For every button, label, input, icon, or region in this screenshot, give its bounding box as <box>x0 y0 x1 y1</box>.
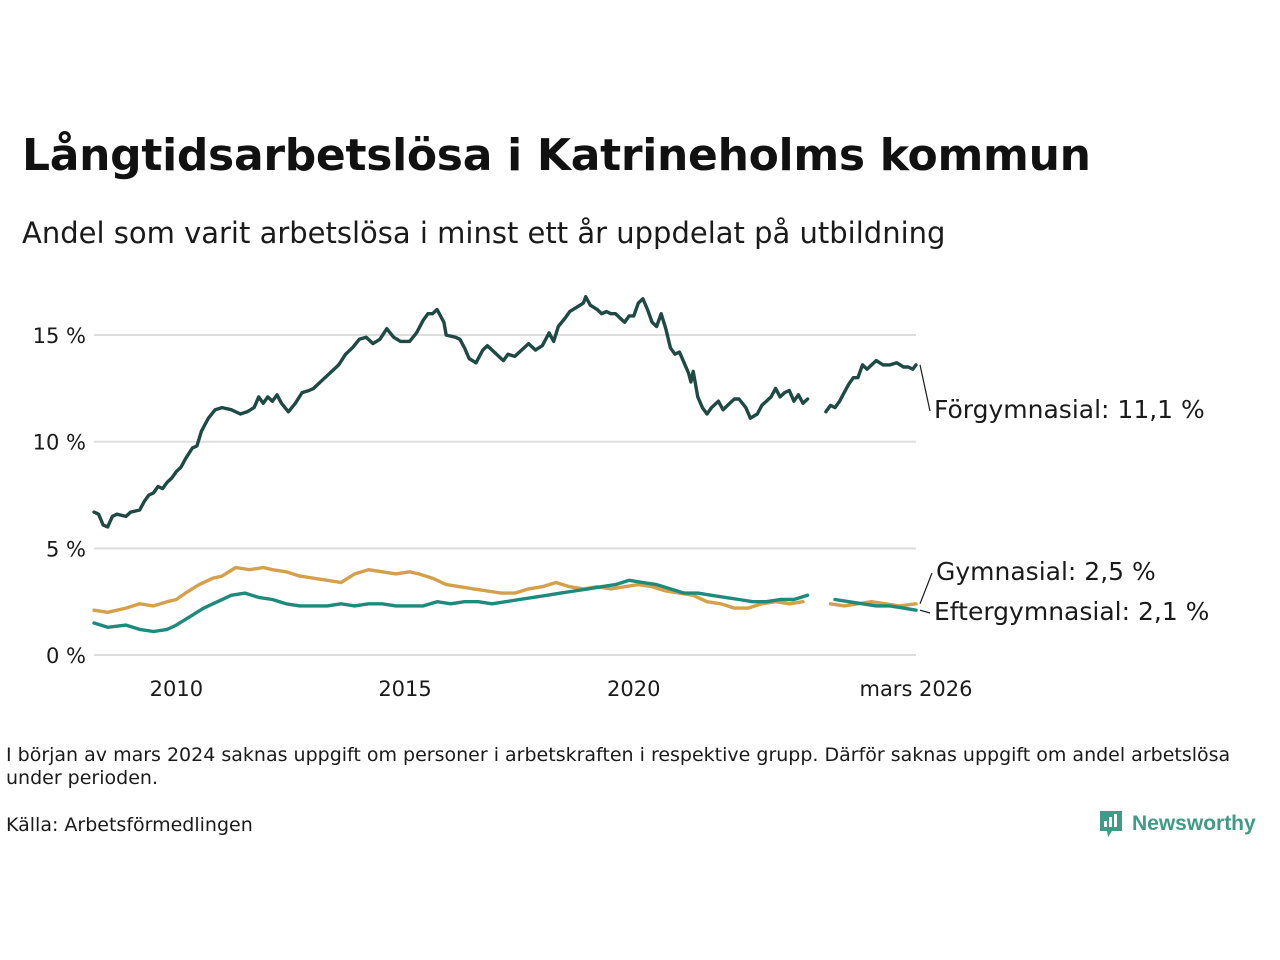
series-label-gymnasial: Gymnasial: 2,5 % <box>936 557 1156 586</box>
series-lines <box>92 295 918 634</box>
series-label-eftergymnasial: Eftergymnasial: 2,1 % <box>934 597 1209 626</box>
label-leader-line <box>919 364 931 412</box>
line-chart: 0 % 5 % 10 % 15 % 2010 2015 2020 mars 2026 Förg… <box>33 295 1209 701</box>
x-tick-label: mars 2026 <box>859 677 972 701</box>
y-tick-label: 5 % <box>46 537 86 561</box>
series-line-förgymnasial <box>824 358 918 414</box>
label-leader-line <box>919 572 933 605</box>
x-tick-label: 2015 <box>378 677 431 701</box>
source-text: Källa: Arbetsförmedlingen <box>6 814 253 836</box>
series-labels: Förgymnasial: 11,1 % Gymnasial: 2,5 % Efte… <box>919 364 1209 626</box>
x-tick-label: 2020 <box>607 677 660 701</box>
y-tick-label: 10 % <box>33 431 86 455</box>
bar-chart-icon <box>1100 811 1122 837</box>
series-line-förgymnasial <box>92 295 810 529</box>
gridlines <box>94 334 916 656</box>
brand-name: Newsworthy <box>1132 812 1256 835</box>
footnote: I början av mars 2024 saknas uppgift om … <box>6 744 1231 789</box>
x-tick-label: 2010 <box>150 677 203 701</box>
chart-subtitle: Andel som varit arbetslösa i minst ett å… <box>22 216 946 250</box>
chart-title: Långtidsarbetslösa i Katrineholms kommun <box>22 130 1091 181</box>
series-line-gymnasial <box>92 565 805 614</box>
series-label-förgymnasial: Förgymnasial: 11,1 % <box>934 395 1205 424</box>
y-tick-label: 0 % <box>46 644 86 668</box>
series-line-eftergymnasial <box>833 597 918 612</box>
label-leader-line <box>919 609 931 614</box>
series-line-eftergymnasial <box>92 578 810 634</box>
y-tick-label: 15 % <box>33 324 86 348</box>
brand-logo: Newsworthy <box>1098 808 1256 840</box>
axis-labels: 0 % 5 % 10 % 15 % 2010 2015 2020 mars 2026 <box>33 324 973 701</box>
